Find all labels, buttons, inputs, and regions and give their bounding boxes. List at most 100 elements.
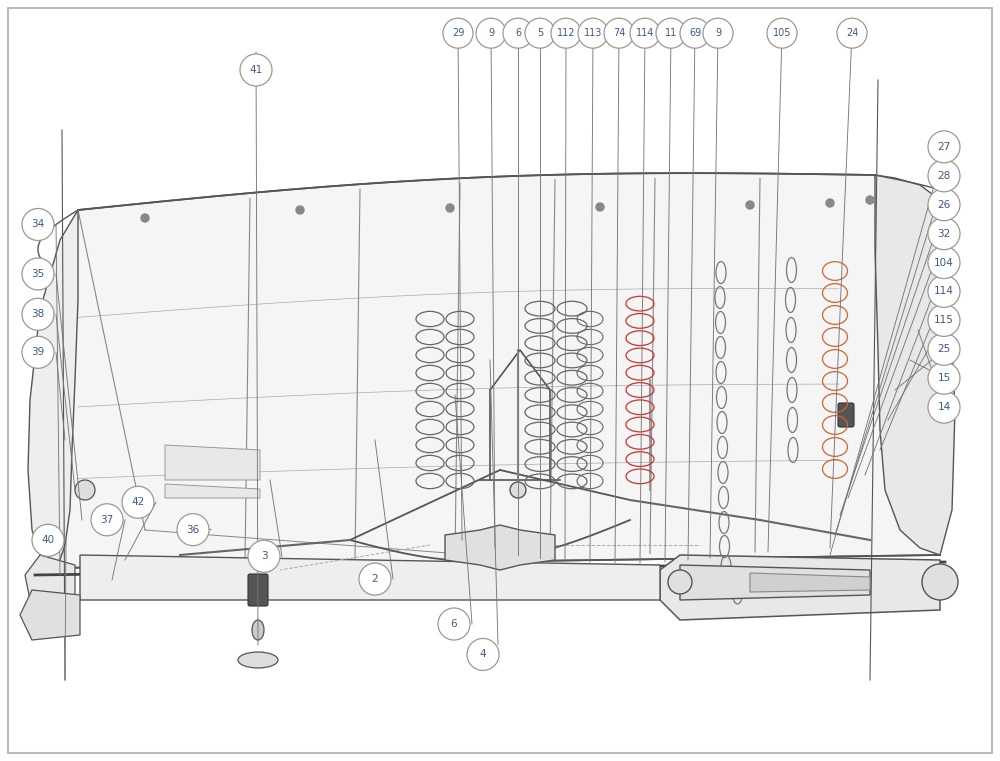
Circle shape	[630, 18, 660, 48]
Text: 2: 2	[372, 574, 378, 584]
Text: 28: 28	[937, 170, 951, 181]
Text: 105: 105	[773, 28, 791, 38]
Text: EQUIPMENT: EQUIPMENT	[297, 320, 703, 380]
Circle shape	[928, 218, 960, 250]
Circle shape	[928, 304, 960, 336]
Circle shape	[248, 540, 280, 572]
Ellipse shape	[238, 652, 278, 668]
Circle shape	[177, 514, 209, 546]
Text: 104: 104	[934, 257, 954, 268]
Circle shape	[359, 563, 391, 595]
Polygon shape	[680, 565, 870, 600]
Circle shape	[656, 18, 686, 48]
Text: 25: 25	[937, 344, 951, 355]
Text: 36: 36	[186, 524, 200, 535]
Polygon shape	[80, 555, 660, 600]
Circle shape	[32, 524, 64, 556]
Circle shape	[596, 203, 604, 211]
Polygon shape	[28, 210, 78, 568]
Text: 4: 4	[480, 649, 486, 660]
Circle shape	[928, 247, 960, 279]
Text: 5: 5	[537, 28, 543, 38]
Circle shape	[922, 564, 958, 600]
Text: 29: 29	[452, 28, 464, 38]
Circle shape	[578, 18, 608, 48]
Text: 41: 41	[249, 65, 263, 75]
Circle shape	[446, 204, 454, 212]
Circle shape	[525, 18, 555, 48]
Circle shape	[91, 504, 123, 536]
Text: 114: 114	[636, 28, 654, 38]
Text: 11: 11	[665, 28, 677, 38]
Polygon shape	[165, 445, 260, 480]
Text: 34: 34	[31, 219, 45, 230]
Circle shape	[503, 18, 533, 48]
Text: 42: 42	[131, 497, 145, 508]
Circle shape	[75, 480, 95, 500]
Circle shape	[22, 209, 54, 240]
Polygon shape	[20, 590, 80, 640]
Circle shape	[443, 18, 473, 48]
Text: 114: 114	[934, 286, 954, 297]
Text: 115: 115	[934, 315, 954, 326]
FancyBboxPatch shape	[838, 403, 854, 427]
Text: 113: 113	[584, 28, 602, 38]
Text: 9: 9	[488, 28, 494, 38]
Circle shape	[141, 214, 149, 222]
Circle shape	[604, 18, 634, 48]
Circle shape	[928, 275, 960, 307]
Circle shape	[510, 482, 526, 498]
Circle shape	[551, 18, 581, 48]
Circle shape	[767, 18, 797, 48]
Circle shape	[746, 201, 754, 209]
Text: 32: 32	[937, 228, 951, 239]
Text: 74: 74	[613, 28, 625, 38]
Circle shape	[22, 258, 54, 290]
Circle shape	[680, 18, 710, 48]
Circle shape	[122, 486, 154, 518]
Text: 37: 37	[100, 514, 114, 525]
Circle shape	[928, 391, 960, 423]
Text: 14: 14	[937, 402, 951, 412]
Text: 39: 39	[31, 347, 45, 358]
Ellipse shape	[252, 620, 264, 640]
Circle shape	[668, 570, 692, 594]
Circle shape	[240, 54, 272, 86]
Text: 3: 3	[261, 551, 267, 562]
Polygon shape	[165, 484, 260, 498]
Text: 15: 15	[937, 373, 951, 384]
Text: 24: 24	[846, 28, 858, 38]
Circle shape	[866, 196, 874, 204]
Text: 9: 9	[715, 28, 721, 38]
Circle shape	[928, 333, 960, 365]
Circle shape	[928, 160, 960, 192]
Circle shape	[837, 18, 867, 48]
Circle shape	[928, 189, 960, 221]
Polygon shape	[875, 175, 955, 555]
Circle shape	[476, 18, 506, 48]
Polygon shape	[25, 555, 75, 610]
Text: 35: 35	[31, 269, 45, 279]
Circle shape	[928, 131, 960, 163]
Text: 6: 6	[515, 28, 521, 38]
FancyBboxPatch shape	[8, 8, 992, 753]
Text: 26: 26	[937, 199, 951, 210]
Circle shape	[467, 638, 499, 670]
Text: 112: 112	[557, 28, 575, 38]
Text: 40: 40	[41, 535, 55, 546]
Text: 38: 38	[31, 309, 45, 320]
Text: 27: 27	[937, 142, 951, 152]
Circle shape	[826, 199, 834, 207]
Text: 69: 69	[689, 28, 701, 38]
Circle shape	[928, 362, 960, 394]
Text: SPECIALISTS: SPECIALISTS	[311, 384, 689, 436]
Circle shape	[438, 608, 470, 640]
Circle shape	[296, 206, 304, 214]
Polygon shape	[660, 555, 940, 620]
Circle shape	[22, 298, 54, 330]
Circle shape	[22, 336, 54, 368]
Polygon shape	[445, 525, 555, 570]
Circle shape	[703, 18, 733, 48]
Text: 6: 6	[451, 619, 457, 629]
Polygon shape	[55, 174, 940, 568]
